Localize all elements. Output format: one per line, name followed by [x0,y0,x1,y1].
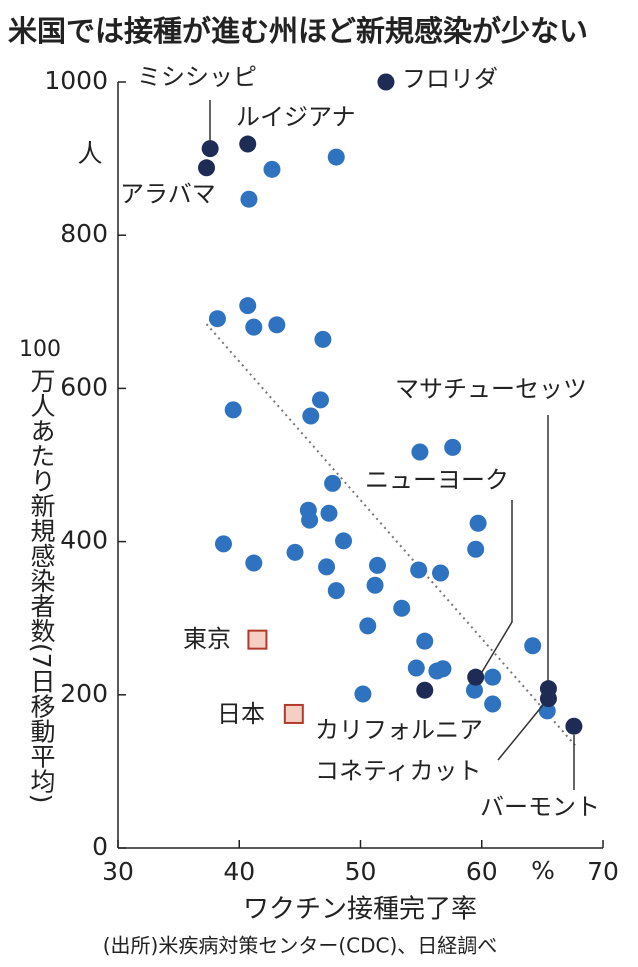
y-tick-label: 400 [60,526,108,555]
y-tick-label: 600 [60,372,108,401]
point [368,556,386,574]
point [201,140,219,158]
y-tick-label: 1000 [44,66,108,95]
point-label: バーモント [480,793,600,821]
point [565,717,583,735]
point [524,637,542,655]
point-label: 日本 [217,700,265,728]
point [247,629,268,650]
point [335,532,353,550]
point [432,564,450,582]
x-unit: % [531,856,555,885]
point [428,662,446,680]
point [538,702,556,720]
x-tick-label: 30 [102,857,134,886]
point [484,695,502,713]
point [359,617,377,635]
point [377,73,395,91]
y-unit: 人 [77,139,102,168]
point [327,582,345,600]
point [354,685,372,703]
y-axis-label: 万人あたり新規感染者数(7日移動平均) [27,368,56,803]
point [469,514,487,532]
point-label: ニューヨーク [365,466,509,494]
point [245,318,263,336]
x-tick-label: 70 [587,857,619,886]
chart-title: 米国では接種が進む州ほど新規感染が少ない [8,14,588,48]
point-label: マサチューセッツ [395,375,587,403]
point [467,668,485,686]
point [283,703,304,724]
point [214,535,232,553]
point [239,297,257,315]
leader-line [497,704,544,761]
source: (出所)米疾病対策センター(CDC)、日経調べ [103,934,498,958]
leader-line [481,500,513,673]
point-label: コネティカット [315,757,482,785]
point [263,160,281,178]
point [301,511,319,529]
y-tick-label: 200 [60,679,108,708]
point [224,401,242,419]
point [240,190,258,208]
point [318,558,336,576]
point-label: カリフォルニア [315,716,483,744]
point [467,540,485,558]
point [239,135,257,153]
point-label: ミシシッピ [137,63,257,91]
point [484,668,502,686]
point [311,391,329,409]
point [286,543,304,561]
point-label: 東京 [183,625,231,653]
y-tick-label: 800 [60,219,108,248]
point [324,474,342,492]
point-label: フロリダ [402,65,498,93]
point [539,690,557,708]
point [366,576,384,594]
point [198,159,216,177]
point [320,504,338,522]
point [407,659,425,677]
point-label: アラバマ [120,180,216,208]
x-tick-label: 50 [345,857,377,886]
point [393,599,411,617]
x-axis-label: ワクチン接種完了率 [243,895,477,925]
point [465,681,483,699]
point [314,330,332,348]
point [410,561,428,579]
point [208,310,226,328]
point [302,407,320,425]
point [327,148,345,166]
x-tick-label: 40 [223,857,255,886]
y-tick-label: 0 [92,832,108,861]
point-label: ルイジアナ [236,103,356,131]
point [245,554,263,572]
y-axis-label: 100 [19,337,61,362]
point [416,632,434,650]
point [416,681,434,699]
point [444,438,462,456]
point [268,316,286,334]
x-tick-label: 60 [466,857,498,886]
point [411,443,429,461]
